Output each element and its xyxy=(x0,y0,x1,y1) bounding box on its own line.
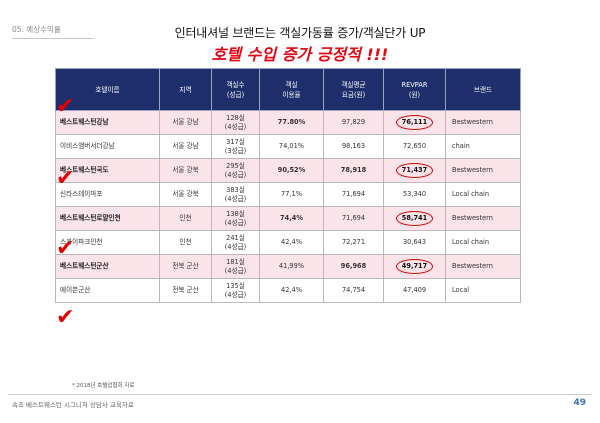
hotel-name: 베스트웨스턴국도 xyxy=(55,158,160,183)
table-row: 베스트웨스턴강남 서울 강남 128실 (4성급) 77.80% 97,829 7… xyxy=(55,110,521,135)
revpar-circle: 58,741 xyxy=(395,211,434,226)
hotel-occupancy: 77,1% xyxy=(259,182,324,207)
footer-text: 속초 베스트웨스턴 시그니처 상담사 교육자료 xyxy=(12,401,134,409)
hotel-occupancy: 74,4% xyxy=(259,206,324,231)
header-hotel-name: 호텔이름 xyxy=(55,68,160,111)
hotel-region: 서울 강북 xyxy=(159,158,212,183)
hotel-rooms: 138실 (4성급) xyxy=(211,206,260,231)
hotel-brand: Local chain xyxy=(445,182,521,207)
hotel-average-rate: 71,694 xyxy=(323,182,384,207)
hotel-rooms: 128실 (4성급) xyxy=(211,110,260,135)
hotel-region: 인천 xyxy=(159,230,212,255)
table-row: 베스트웨스턴군산 전북 군산 181실 (4성급) 41,99% 96,968 4… xyxy=(55,254,521,279)
hotel-brand: Bestwestern xyxy=(445,254,521,279)
hotel-occupancy: 74,01% xyxy=(259,134,324,159)
table-row: 스카이파크인천 인천 241실 (4성급) 42,4% 72,271 30,643… xyxy=(55,230,521,255)
table-row: 에이본군산 전북 군산 135실 (4성급) 42,4% 74,754 47,40… xyxy=(55,278,521,303)
table-header-row: 호텔이름 지역 객실수 (성급) 객실 이용율 객실평균 요금(원) REVPAR (원… xyxy=(55,68,521,111)
hotel-brand: chain xyxy=(445,134,521,159)
revpar-circle: 71,437 xyxy=(395,163,434,178)
red-checkmark-icon: ✔ xyxy=(56,236,75,261)
hotel-region: 전북 군산 xyxy=(159,254,212,279)
hotel-comparison-table: 호텔이름 지역 객실수 (성급) 객실 이용율 객실평균 요금(원) REVPAR (원… xyxy=(55,68,521,303)
hotel-occupancy: 42,4% xyxy=(259,230,324,255)
header-occupancy: 객실 이용율 xyxy=(259,68,324,111)
hotel-revpar: 58,741 xyxy=(383,206,446,231)
revpar-circle: 49,717 xyxy=(395,259,434,274)
hotel-revpar: 76,111 xyxy=(383,110,446,135)
page-subtitle: 호텔 수입 증가 긍정적 !!! xyxy=(211,45,389,64)
hotel-rooms: 241실 (4성급) xyxy=(211,230,260,255)
hotel-revpar: 72,650 xyxy=(383,134,446,159)
hotel-revpar: 47,409 xyxy=(383,278,446,303)
hotel-occupancy: 42,4% xyxy=(259,278,324,303)
hotel-region: 서울 강남 xyxy=(159,110,212,135)
table-row: 베스트웨스턴국도 서울 강북 295실 (4성급) 90,52% 78,918 7… xyxy=(55,158,521,183)
hotel-revpar: 53,340 xyxy=(383,182,446,207)
hotel-name: 베스트웨스턴군산 xyxy=(55,254,160,279)
hotel-revpar: 30,643 xyxy=(383,230,446,255)
hotel-region: 전북 군산 xyxy=(159,278,212,303)
table-row: 이비스앰버서더강남 서울 강남 317실 (3성급) 74,01% 98,163 … xyxy=(55,134,521,159)
table-row: 베스트웨스턴로얄인천 인천 138실 (4성급) 74,4% 71,694 58,… xyxy=(55,206,521,231)
header-region: 지역 xyxy=(159,68,212,111)
hotel-occupancy: 77.80% xyxy=(259,110,324,135)
header-brand: 브랜드 xyxy=(445,68,521,111)
hotel-average-rate: 78,918 xyxy=(323,158,384,183)
source-note: * 2018년 호텔업협회 자료 xyxy=(72,383,135,389)
hotel-brand: Local xyxy=(445,278,521,303)
table-row: 신라스테이마포 서울 강북 383실 (4성급) 77,1% 71,694 53,… xyxy=(55,182,521,207)
header-rooms: 객실수 (성급) xyxy=(211,68,260,111)
hotel-brand: Bestwestern xyxy=(445,158,521,183)
red-checkmark-icon: ✔ xyxy=(56,305,75,330)
header-revpar: REVPAR (원) xyxy=(383,68,446,111)
section-tag: 05. 예상수익률 xyxy=(12,24,94,39)
hotel-rooms: 181실 (4성급) xyxy=(211,254,260,279)
hotel-average-rate: 74,754 xyxy=(323,278,384,303)
revpar-circle: 76,111 xyxy=(395,115,434,130)
footer-divider xyxy=(8,394,592,395)
hotel-occupancy: 41,99% xyxy=(259,254,324,279)
hotel-occupancy: 90,52% xyxy=(259,158,324,183)
hotel-region: 인천 xyxy=(159,206,212,231)
hotel-region: 서울 강남 xyxy=(159,134,212,159)
hotel-average-rate: 96,968 xyxy=(323,254,384,279)
hotel-rooms: 317실 (3성급) xyxy=(211,134,260,159)
hotel-region: 서울 강북 xyxy=(159,182,212,207)
hotel-average-rate: 98,163 xyxy=(323,134,384,159)
hotel-name: 에이본군산 xyxy=(55,278,160,303)
hotel-rooms: 295실 (4성급) xyxy=(211,158,260,183)
red-checkmark-icon: ✔ xyxy=(56,94,75,119)
hotel-revpar: 49,717 xyxy=(383,254,446,279)
hotel-brand: Bestwestern xyxy=(445,206,521,231)
red-checkmark-icon: ✔ xyxy=(56,166,75,191)
hotel-revpar: 71,437 xyxy=(383,158,446,183)
hotel-name: 베스트웨스턴강남 xyxy=(55,110,160,135)
hotel-brand: Bestwestern xyxy=(445,110,521,135)
hotel-rooms: 135실 (4성급) xyxy=(211,278,260,303)
hotel-brand: Local chain xyxy=(445,230,521,255)
hotel-name: 이비스앰버서더강남 xyxy=(55,134,160,159)
hotel-average-rate: 71,694 xyxy=(323,206,384,231)
page-number: 49 xyxy=(573,398,586,408)
hotel-rooms: 383실 (4성급) xyxy=(211,182,260,207)
header-average-rate: 객실평균 요금(원) xyxy=(323,68,384,111)
hotel-average-rate: 72,271 xyxy=(323,230,384,255)
hotel-average-rate: 97,829 xyxy=(323,110,384,135)
page-title: 인터내셔널 브랜드는 객실가동률 증가/객실단가 UP xyxy=(174,26,426,40)
hotel-name: 베스트웨스턴로얄인천 xyxy=(55,206,160,231)
